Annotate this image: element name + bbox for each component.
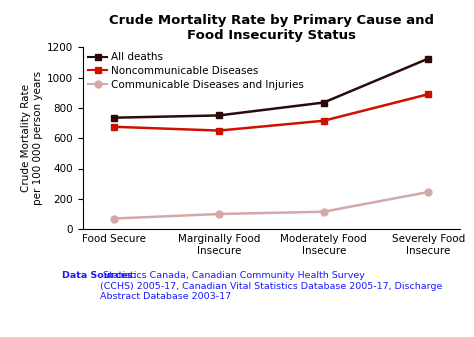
Noncommunicable Diseases [321, 119, 327, 123]
Noncommunicable Diseases [216, 128, 222, 132]
Line: All deaths: All deaths [111, 55, 432, 121]
Title: Crude Mortality Rate by Primary Cause and
Food Insecurity Status: Crude Mortality Rate by Primary Cause an… [109, 14, 434, 42]
All deaths [216, 113, 222, 117]
Text: Statistics Canada, Canadian Community Health Survey
(CCHS) 2005-17, Canadian Vit: Statistics Canada, Canadian Community He… [100, 271, 443, 301]
Communicable Diseases and Injuries [321, 210, 327, 214]
All deaths [426, 57, 431, 61]
Text: Data Sources:: Data Sources: [62, 271, 136, 280]
Communicable Diseases and Injuries [426, 190, 431, 194]
Noncommunicable Diseases [426, 92, 431, 96]
Line: Communicable Diseases and Injuries: Communicable Diseases and Injuries [111, 188, 432, 222]
Noncommunicable Diseases [111, 125, 117, 129]
Line: Noncommunicable Diseases: Noncommunicable Diseases [111, 91, 432, 134]
Legend: All deaths, Noncommunicable Diseases, Communicable Diseases and Injuries: All deaths, Noncommunicable Diseases, Co… [86, 50, 306, 92]
Y-axis label: Crude Mortality Rate
per 100 000 person years: Crude Mortality Rate per 100 000 person … [21, 71, 43, 205]
Communicable Diseases and Injuries [111, 217, 117, 221]
All deaths [321, 100, 327, 104]
Communicable Diseases and Injuries [216, 212, 222, 216]
All deaths [111, 116, 117, 120]
